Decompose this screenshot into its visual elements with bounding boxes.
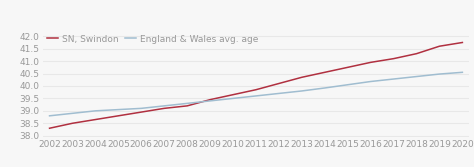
SN, Swindon xyxy=(161,107,167,109)
SN, Swindon xyxy=(70,122,75,124)
England & Wales avg. age xyxy=(276,93,282,95)
England & Wales avg. age xyxy=(138,107,144,109)
England & Wales avg. age xyxy=(459,71,465,73)
England & Wales avg. age xyxy=(184,102,190,104)
SN, Swindon xyxy=(184,105,190,107)
England & Wales avg. age xyxy=(207,100,213,102)
SN, Swindon xyxy=(368,61,374,63)
England & Wales avg. age xyxy=(161,105,167,107)
SN, Swindon xyxy=(437,45,442,47)
England & Wales avg. age xyxy=(437,73,442,75)
England & Wales avg. age xyxy=(299,90,305,92)
England & Wales avg. age xyxy=(230,97,236,99)
SN, Swindon xyxy=(138,111,144,113)
Line: SN, Swindon: SN, Swindon xyxy=(50,42,462,128)
SN, Swindon xyxy=(391,58,396,60)
England & Wales avg. age xyxy=(92,110,98,112)
SN, Swindon xyxy=(207,99,213,101)
SN, Swindon xyxy=(47,127,53,129)
SN, Swindon xyxy=(322,71,328,73)
England & Wales avg. age xyxy=(391,78,396,80)
England & Wales avg. age xyxy=(414,75,419,77)
England & Wales avg. age xyxy=(70,112,75,114)
SN, Swindon xyxy=(459,41,465,43)
Line: England & Wales avg. age: England & Wales avg. age xyxy=(50,72,462,116)
England & Wales avg. age xyxy=(116,109,121,111)
SN, Swindon xyxy=(299,76,305,78)
SN, Swindon xyxy=(253,89,259,91)
England & Wales avg. age xyxy=(345,84,351,86)
SN, Swindon xyxy=(345,66,351,68)
SN, Swindon xyxy=(92,119,98,121)
SN, Swindon xyxy=(230,94,236,96)
Legend: SN, Swindon, England & Wales avg. age: SN, Swindon, England & Wales avg. age xyxy=(47,35,258,44)
England & Wales avg. age xyxy=(253,95,259,97)
England & Wales avg. age xyxy=(368,80,374,82)
SN, Swindon xyxy=(276,82,282,85)
England & Wales avg. age xyxy=(322,87,328,89)
England & Wales avg. age xyxy=(47,115,53,117)
SN, Swindon xyxy=(414,53,419,55)
SN, Swindon xyxy=(116,115,121,117)
